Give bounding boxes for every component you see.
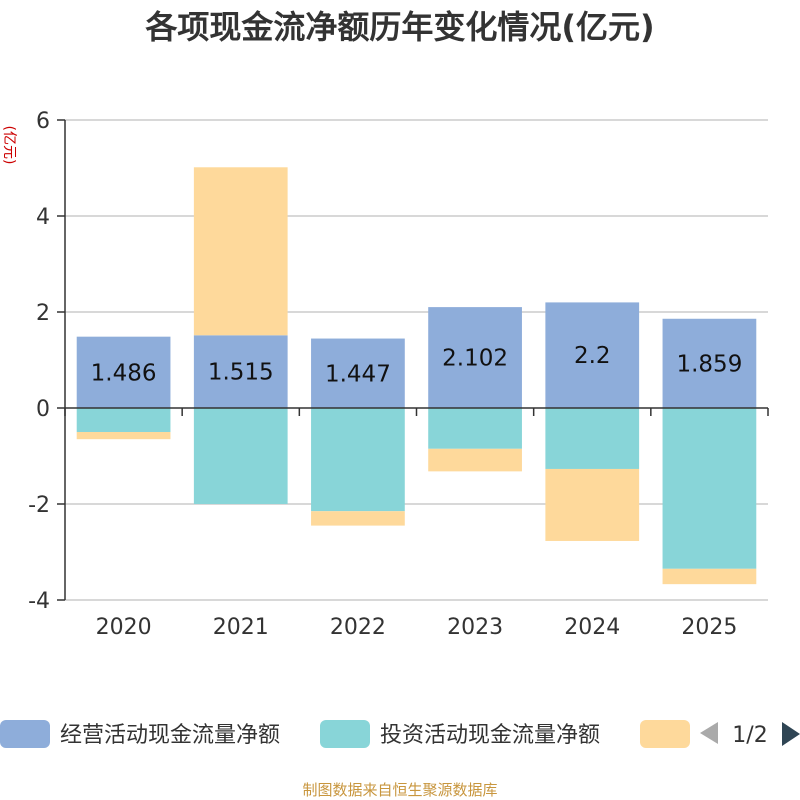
x-tick-label: 2022 [330,615,386,640]
data-label-2023: 2.102 [442,346,508,372]
bar-operating-2021[interactable] [193,335,288,408]
bar-financing-2025[interactable] [662,568,757,585]
bar-investing-2025[interactable] [662,408,757,569]
y-axis-unit-label: (亿元) [1,126,17,165]
bar-financing-2024[interactable] [545,468,640,541]
bar-operating-2023[interactable] [428,307,522,408]
data-label-2020: 1.486 [91,360,157,386]
axes [57,119,769,601]
data-label-2021: 1.515 [208,360,274,386]
data-label-2024: 2.2 [574,343,611,369]
legend-label-2[interactable]: 投资活动现金流量净额 [380,723,600,748]
bar-investing-2024[interactable] [545,408,640,469]
y-tick-label: 4 [36,205,50,230]
x-tick-label: 2025 [681,615,737,640]
y-tick-label: 2 [36,301,50,326]
bar-operating-2020[interactable] [76,336,171,408]
y-tick-label: 0 [36,397,50,422]
bar-financing-2020[interactable] [76,432,171,440]
y-tick-label: -4 [28,589,50,614]
x-tick-label: 2024 [564,615,620,640]
x-tick-label: 2023 [447,615,503,640]
legend-next-page-icon[interactable] [782,722,800,746]
legend-label-1[interactable]: 经营活动现金流量净额 [60,723,280,748]
legend: 经营活动现金流量净额 投资活动现金流量净额 1/2 [0,720,800,748]
legend-swatch-2[interactable] [320,720,370,748]
data-label-2022: 1.447 [325,361,391,387]
y-tick-label: 6 [36,109,50,134]
x-tick-label: 2020 [96,615,152,640]
bar-investing-2023[interactable] [428,408,522,449]
x-tick-label: 2021 [213,615,269,640]
legend-prev-page-icon[interactable] [700,722,718,744]
bar-investing-2020[interactable] [76,408,171,432]
bar-investing-2021[interactable] [193,408,288,504]
label-layer: -4 -2 0 2 4 6 1.486 2020 1.515 2021 1.447 2022 2.102… [28,109,742,640]
legend-swatch-1[interactable] [0,720,50,748]
y-tick-label: -2 [28,493,50,518]
bar-financing-2023[interactable] [428,448,522,472]
bar-operating-2024[interactable] [545,302,640,408]
bar-financing-2021[interactable] [193,167,288,336]
bar-layer [76,167,757,585]
legend-swatch-3[interactable] [640,720,690,748]
bar-operating-2025[interactable] [662,318,757,408]
source-note: 制图数据来自恒生聚源数据库 [302,781,497,799]
bar-investing-2022[interactable] [311,408,405,512]
legend-page-indicator: 1/2 [732,723,767,748]
data-label-2025: 1.859 [676,351,742,377]
chart-title: 各项现金流净额历年变化情况(亿元) [145,8,654,46]
bar-financing-2022[interactable] [311,511,405,526]
bar-operating-2022[interactable] [311,338,405,408]
gridlines [65,119,768,601]
